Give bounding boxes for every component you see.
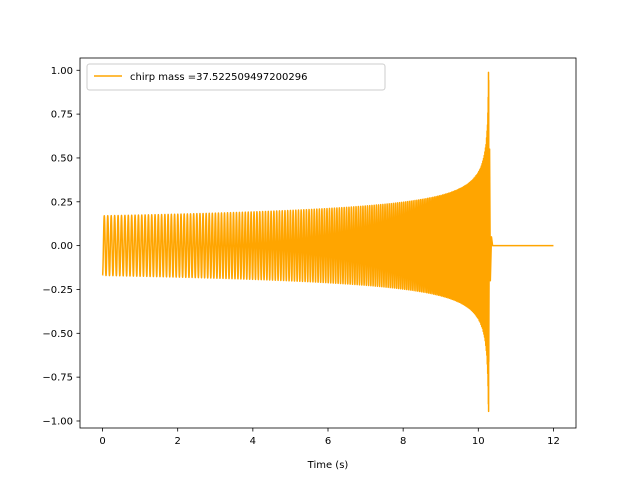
y-tick-label: 1.00 <box>51 66 73 77</box>
y-tick-label: −0.25 <box>42 285 73 296</box>
series-line-chirp <box>101 71 554 413</box>
y-tick-label: −1.00 <box>42 416 73 427</box>
y-tick-label: 0.00 <box>51 241 73 252</box>
legend-box <box>86 63 386 91</box>
x-tick-label: 10 <box>472 436 485 447</box>
legend-label: chirp mass =37.522509497200296 <box>130 72 307 83</box>
x-tick-label: 8 <box>400 436 406 447</box>
x-tick-label: 6 <box>325 436 331 447</box>
x-axis-ticks: 0 2 4 6 8 10 12 <box>99 428 560 447</box>
x-axis-label: Time (s) <box>307 460 349 471</box>
legend: chirp mass =37.522509497200296 <box>86 63 386 91</box>
y-tick-label: 0.25 <box>51 197 73 208</box>
y-axis-ticks: −1.00 −0.75 −0.50 −0.25 0.00 0.25 0.50 0.75 1.00 <box>42 66 80 427</box>
x-tick-label: 4 <box>250 436 256 447</box>
y-tick-label: −0.50 <box>42 329 73 340</box>
x-tick-label: 12 <box>547 436 560 447</box>
y-tick-label: 0.50 <box>51 153 73 164</box>
y-tick-label: 0.75 <box>51 110 73 121</box>
data-layer <box>101 71 554 413</box>
y-tick-label: −0.75 <box>42 373 73 384</box>
x-tick-label: 0 <box>99 436 105 447</box>
x-tick-label: 2 <box>175 436 181 447</box>
